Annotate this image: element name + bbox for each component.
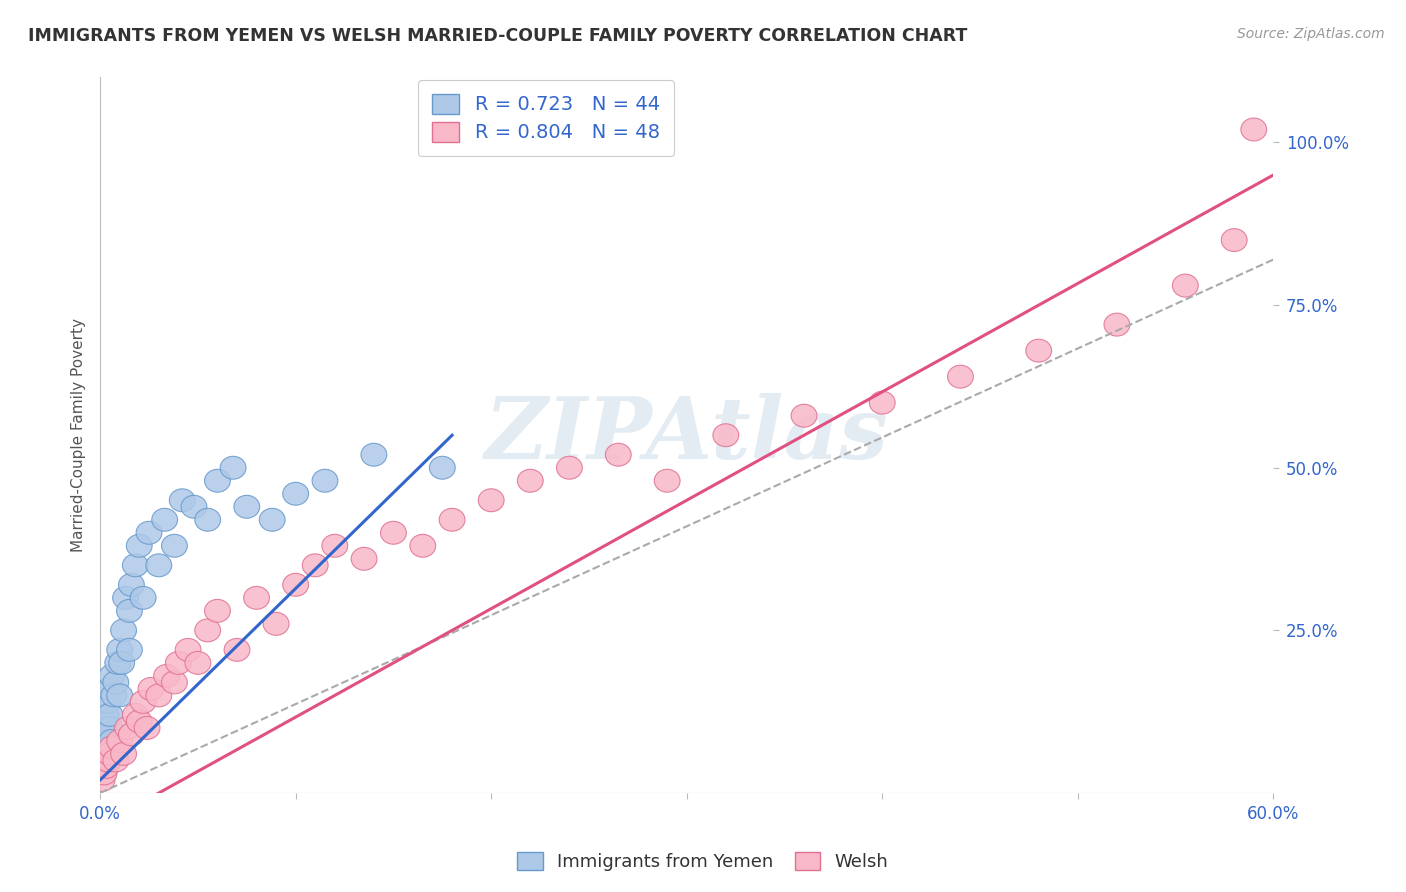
- Ellipse shape: [792, 404, 817, 427]
- Ellipse shape: [146, 684, 172, 706]
- Ellipse shape: [138, 677, 165, 700]
- Ellipse shape: [107, 684, 132, 706]
- Ellipse shape: [221, 457, 246, 479]
- Ellipse shape: [263, 613, 290, 635]
- Ellipse shape: [186, 651, 211, 674]
- Ellipse shape: [713, 424, 738, 447]
- Ellipse shape: [283, 483, 308, 505]
- Ellipse shape: [127, 710, 152, 733]
- Ellipse shape: [118, 723, 145, 746]
- Ellipse shape: [517, 469, 543, 492]
- Ellipse shape: [96, 749, 121, 772]
- Ellipse shape: [107, 730, 132, 752]
- Text: ZIPAtlas: ZIPAtlas: [485, 393, 889, 477]
- Ellipse shape: [429, 457, 456, 479]
- Ellipse shape: [162, 671, 187, 694]
- Ellipse shape: [654, 469, 681, 492]
- Ellipse shape: [259, 508, 285, 532]
- Text: IMMIGRANTS FROM YEMEN VS WELSH MARRIED-COUPLE FAMILY POVERTY CORRELATION CHART: IMMIGRANTS FROM YEMEN VS WELSH MARRIED-C…: [28, 27, 967, 45]
- Ellipse shape: [107, 639, 132, 661]
- Ellipse shape: [97, 742, 122, 765]
- Ellipse shape: [134, 716, 160, 739]
- Text: Source: ZipAtlas.com: Source: ZipAtlas.com: [1237, 27, 1385, 41]
- Legend: R = 0.723   N = 44, R = 0.804   N = 48: R = 0.723 N = 44, R = 0.804 N = 48: [419, 80, 673, 156]
- Ellipse shape: [352, 548, 377, 570]
- Ellipse shape: [411, 534, 436, 558]
- Ellipse shape: [117, 639, 142, 661]
- Ellipse shape: [115, 716, 141, 739]
- Ellipse shape: [131, 586, 156, 609]
- Legend: Immigrants from Yemen, Welsh: Immigrants from Yemen, Welsh: [510, 845, 896, 879]
- Ellipse shape: [162, 534, 187, 558]
- Ellipse shape: [233, 495, 260, 518]
- Ellipse shape: [103, 671, 129, 694]
- Ellipse shape: [1104, 313, 1130, 336]
- Ellipse shape: [439, 508, 465, 532]
- Ellipse shape: [122, 704, 148, 726]
- Y-axis label: Married-Couple Family Poverty: Married-Couple Family Poverty: [72, 318, 86, 552]
- Ellipse shape: [97, 716, 122, 739]
- Ellipse shape: [89, 730, 115, 752]
- Ellipse shape: [204, 469, 231, 492]
- Ellipse shape: [1026, 339, 1052, 362]
- Ellipse shape: [91, 716, 117, 739]
- Ellipse shape: [98, 736, 125, 759]
- Ellipse shape: [89, 769, 115, 791]
- Ellipse shape: [127, 534, 152, 558]
- Ellipse shape: [91, 736, 117, 759]
- Ellipse shape: [195, 619, 221, 642]
- Ellipse shape: [869, 392, 896, 414]
- Ellipse shape: [112, 586, 138, 609]
- Ellipse shape: [89, 742, 115, 765]
- Ellipse shape: [97, 677, 122, 700]
- Ellipse shape: [118, 574, 145, 596]
- Ellipse shape: [948, 365, 973, 388]
- Ellipse shape: [152, 508, 177, 532]
- Ellipse shape: [103, 749, 129, 772]
- Ellipse shape: [1173, 274, 1198, 297]
- Ellipse shape: [224, 639, 250, 661]
- Ellipse shape: [98, 730, 125, 752]
- Ellipse shape: [111, 619, 136, 642]
- Ellipse shape: [302, 554, 328, 577]
- Ellipse shape: [204, 599, 231, 623]
- Ellipse shape: [322, 534, 347, 558]
- Ellipse shape: [108, 651, 135, 674]
- Ellipse shape: [98, 665, 125, 688]
- Ellipse shape: [478, 489, 505, 512]
- Ellipse shape: [96, 730, 121, 752]
- Ellipse shape: [176, 639, 201, 661]
- Ellipse shape: [111, 742, 136, 765]
- Ellipse shape: [606, 443, 631, 467]
- Ellipse shape: [91, 762, 117, 785]
- Ellipse shape: [122, 554, 148, 577]
- Ellipse shape: [1222, 228, 1247, 252]
- Ellipse shape: [101, 684, 127, 706]
- Ellipse shape: [283, 574, 308, 596]
- Ellipse shape: [361, 443, 387, 467]
- Ellipse shape: [169, 489, 195, 512]
- Ellipse shape: [557, 457, 582, 479]
- Ellipse shape: [195, 508, 221, 532]
- Ellipse shape: [166, 651, 191, 674]
- Ellipse shape: [131, 690, 156, 714]
- Ellipse shape: [1241, 118, 1267, 141]
- Ellipse shape: [381, 521, 406, 544]
- Ellipse shape: [136, 521, 162, 544]
- Ellipse shape: [153, 665, 180, 688]
- Ellipse shape: [105, 651, 131, 674]
- Ellipse shape: [243, 586, 270, 609]
- Ellipse shape: [93, 704, 120, 726]
- Ellipse shape: [93, 756, 120, 779]
- Ellipse shape: [91, 749, 117, 772]
- Ellipse shape: [96, 690, 121, 714]
- Ellipse shape: [146, 554, 172, 577]
- Ellipse shape: [312, 469, 337, 492]
- Ellipse shape: [93, 742, 120, 765]
- Ellipse shape: [117, 599, 142, 623]
- Ellipse shape: [181, 495, 207, 518]
- Ellipse shape: [97, 704, 122, 726]
- Ellipse shape: [89, 756, 115, 779]
